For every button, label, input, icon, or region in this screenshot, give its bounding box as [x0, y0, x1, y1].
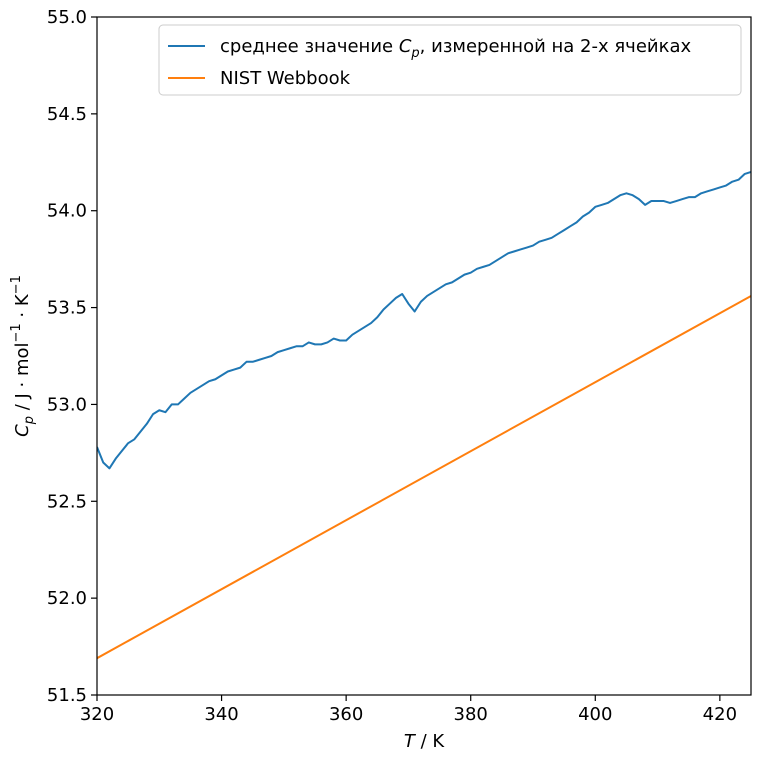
x-tick-label: 380: [454, 704, 488, 725]
x-tick-label: 340: [204, 704, 238, 725]
x-tick-label: 420: [703, 704, 737, 725]
y-tick-label: 52.0: [47, 588, 87, 609]
x-axis-ticks: 320 340 360 380 400 420: [80, 695, 737, 725]
legend-label-nist: NIST Webbook: [220, 68, 351, 89]
y-axis-superscript-1: −1: [9, 323, 24, 342]
y-axis-ticks: 51.5 52.0 52.5 53.0 53.5 54.0 54.5 55.0: [47, 7, 97, 706]
y-tick-label: 55.0: [47, 7, 87, 28]
y-axis-unit-2: · K: [12, 293, 33, 323]
y-tick-label: 51.5: [47, 685, 87, 706]
x-axis-unit: / K: [415, 731, 446, 752]
x-tick-label: 360: [329, 704, 363, 725]
y-tick-label: 54.5: [47, 104, 87, 125]
legend-box: [158, 24, 742, 96]
y-tick-label: 53.0: [47, 394, 87, 415]
y-tick-label: 53.5: [47, 298, 87, 319]
legend: среднее значение Cp, измеренной на 2-х я…: [158, 24, 742, 96]
x-tick-label: 400: [578, 704, 612, 725]
y-axis-superscript-2: −1: [9, 275, 24, 294]
y-axis-label: Cp / J · mol−1 · K−1: [9, 275, 37, 437]
y-axis-symbol: C: [12, 424, 33, 437]
series-line-nist: [97, 295, 751, 660]
legend-measured-symbol: C: [399, 36, 412, 57]
y-axis-unit: / J · mol: [12, 342, 33, 416]
legend-measured-subscript: p: [410, 46, 419, 61]
legend-label-measured: среднее значение Cp, измеренной на 2-х я…: [220, 36, 691, 61]
y-tick-label: 54.0: [47, 201, 87, 222]
x-axis-symbol: T: [404, 731, 417, 752]
y-axis-subscript: p: [22, 416, 37, 425]
legend-measured-prefix: среднее значение: [220, 36, 399, 57]
legend-measured-suffix: , измеренной на 2-х ячейках: [420, 36, 692, 57]
plot-lines: [97, 171, 751, 660]
series-line-measured: [97, 171, 751, 470]
y-tick-label: 52.5: [47, 491, 87, 512]
x-tick-label: 320: [80, 704, 114, 725]
plot-frame: [96, 16, 752, 696]
x-axis-label: T / K: [404, 731, 446, 752]
